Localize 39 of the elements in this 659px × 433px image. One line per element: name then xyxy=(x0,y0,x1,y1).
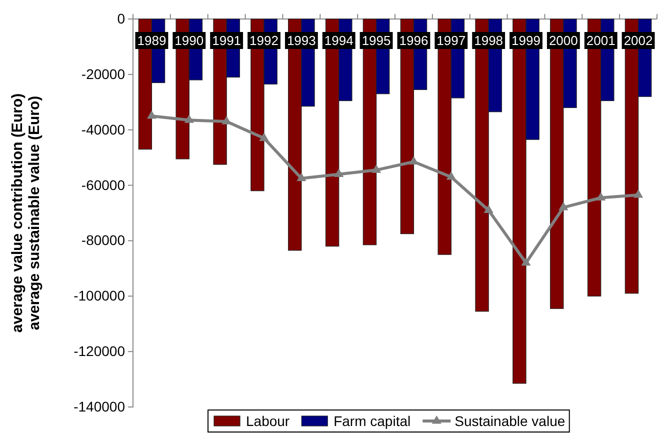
x-tick-label: 1997 xyxy=(436,33,466,48)
x-tick-label: 1989 xyxy=(137,33,166,48)
legend-label: Labour xyxy=(246,413,290,429)
y-tick-label: -100000 xyxy=(74,288,126,304)
point xyxy=(633,189,644,198)
point xyxy=(259,132,269,141)
y-tick-label: -40000 xyxy=(81,121,126,138)
x-tick-label: 1992 xyxy=(250,33,278,48)
point xyxy=(222,116,232,124)
point xyxy=(596,192,606,201)
point xyxy=(558,202,568,210)
y-tick-label: 0 xyxy=(117,10,126,26)
point xyxy=(146,110,157,119)
x-tick-label: 2002 xyxy=(624,33,653,48)
x-tick-label: 1999 xyxy=(512,33,540,48)
x-tick-label: 1995 xyxy=(362,33,391,48)
x-tick-label: 2001 xyxy=(586,33,616,48)
y-tick-label: -140000 xyxy=(74,398,126,414)
point xyxy=(184,114,194,123)
y-tick-label: -20000 xyxy=(81,66,126,82)
x-tick-label: 2000 xyxy=(548,33,578,48)
x-tick-label: 1998 xyxy=(474,33,504,48)
y-tick-label: -120000 xyxy=(74,343,126,360)
legend-label: Sustainable value xyxy=(454,413,566,429)
y-tick-label: -60000 xyxy=(81,176,126,193)
point xyxy=(446,171,456,180)
x-tick-label: 1991 xyxy=(212,33,242,48)
y-axis-title: average value contribution (Euro) average sustainable value (Euro) xyxy=(9,93,43,333)
x-tick-label: 1993 xyxy=(286,33,316,48)
point xyxy=(484,204,494,214)
x-tick-label: 1994 xyxy=(324,33,354,48)
x-tick-label: 1996 xyxy=(399,33,428,48)
point xyxy=(521,257,531,266)
point xyxy=(371,164,382,173)
x-tick-label: 1990 xyxy=(174,33,204,48)
point xyxy=(296,172,306,182)
y-tick-label: -80000 xyxy=(81,232,126,248)
point xyxy=(334,168,344,177)
legend-label: Farm capital xyxy=(334,413,411,429)
